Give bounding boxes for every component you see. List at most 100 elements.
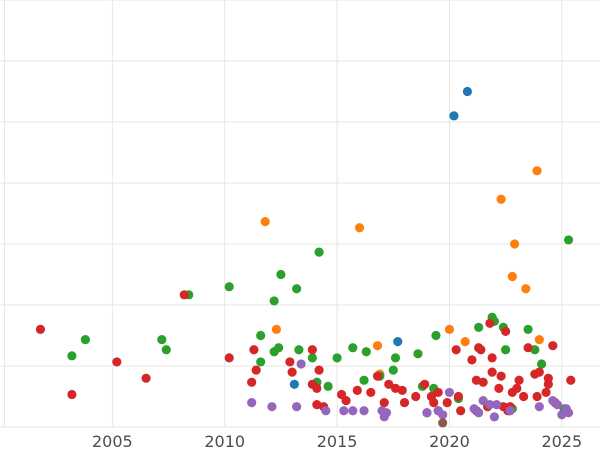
data-point [453,391,464,402]
data-point [359,375,369,385]
data-point [359,406,369,416]
data-point [307,353,317,363]
data-point [478,395,488,406]
data-point [292,402,302,412]
data-point [501,345,511,355]
data-point [563,408,574,418]
data-point [354,223,365,233]
data-point [485,400,495,410]
data-point [289,379,299,389]
data-point [487,367,497,377]
data-point [294,345,304,355]
data-point [372,341,383,351]
data-point [35,324,46,334]
data-point [444,324,455,334]
data-point [256,357,266,367]
data-point [179,290,189,300]
data-point [67,351,77,361]
data-point [247,377,257,387]
x-axis-ticks: 2005 2010 2015 2020 2025 [92,432,582,450]
data-point [321,406,331,416]
data-point [366,387,376,398]
data-point [518,391,529,402]
data-point [348,406,358,416]
data-points [35,86,576,428]
data-point [112,357,122,367]
data-point [476,345,486,355]
data-point [505,406,515,416]
data-point [285,357,295,367]
data-point [269,296,279,306]
data-point [510,239,520,249]
data-point [314,365,324,375]
data-point [541,387,551,398]
data-point [393,337,403,347]
data-point [296,359,306,369]
data-point [512,383,522,393]
data-point [292,284,302,294]
data-point [492,400,502,410]
data-point [420,379,430,389]
data-point [507,271,517,282]
data-point [478,377,488,387]
data-point [361,347,371,357]
data-point [534,334,544,345]
data-point [224,353,234,363]
data-point [348,343,358,353]
data-point [494,383,504,393]
data-point [534,367,544,377]
data-point [501,326,511,337]
data-point [372,371,383,381]
data-point [532,391,542,402]
data-point [456,406,466,416]
data-point [449,111,459,121]
x-tick-label: 2015 [317,432,358,450]
data-point [442,398,452,408]
data-point [451,345,461,355]
data-point [379,412,389,422]
data-point [341,395,351,406]
data-point [314,247,324,257]
data-point [438,410,448,420]
data-point [411,391,421,402]
data-point [224,282,234,292]
data-point [548,341,558,351]
x-tick-label: 2020 [429,432,470,450]
data-point [543,373,553,383]
data-point [563,235,574,245]
data-point [460,337,470,347]
data-point [523,324,533,334]
data-point [267,402,277,412]
data-point [251,365,261,375]
data-point [413,349,423,359]
data-point [399,398,410,408]
data-point [422,408,432,418]
data-point [388,365,398,375]
gridlines [0,0,600,428]
data-point [552,400,562,410]
data-point [532,166,542,176]
data-point [332,353,342,363]
x-tick-label: 2010 [204,432,245,450]
data-point [397,385,407,395]
data-point [444,387,455,398]
data-point [312,383,322,393]
data-point [276,269,286,280]
data-point [287,367,297,377]
data-point [431,330,441,341]
data-point [514,375,524,385]
data-point [274,343,284,353]
data-point [379,398,389,408]
data-point [496,194,506,204]
data-point [438,418,448,428]
data-point [566,375,576,385]
data-point [80,334,90,345]
data-point [474,408,484,418]
data-point [390,353,401,363]
data-point [462,86,473,97]
data-point [467,355,477,365]
data-point [247,398,257,408]
data-point [534,402,544,412]
data-point [141,373,151,383]
